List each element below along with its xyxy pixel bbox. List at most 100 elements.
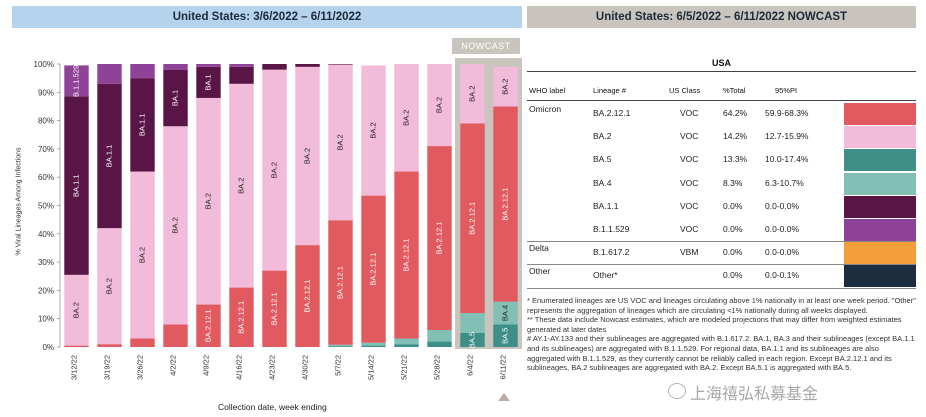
cell-lineage: BA.2.12.1 xyxy=(593,108,631,118)
cell-lineage: BA.2 xyxy=(593,131,612,142)
table-row: Delta B.1.617.2 VBM 0.0% 0.0-0.0% xyxy=(527,241,916,265)
bar-label: BA.2.12.1 xyxy=(203,309,212,342)
bar-label: BA.2.12.1 xyxy=(467,202,476,235)
cell-pct-total: 13.3% xyxy=(723,154,748,165)
x-tick-label: 6/4/22 xyxy=(466,355,475,376)
x-tick-label: 4/30/22 xyxy=(301,355,310,380)
cell-pct-total: 14.2% xyxy=(723,131,748,142)
bar-segment xyxy=(97,83,122,229)
bar-segment xyxy=(130,78,155,172)
y-axis-title: % Viral Lineages Among Infections xyxy=(15,147,23,256)
color-swatch xyxy=(844,242,916,265)
cell-lineage: B.1.617.2 xyxy=(593,247,630,258)
bar-segment xyxy=(493,66,518,107)
th-pct-total: %Total xyxy=(723,86,746,95)
bar-segment xyxy=(394,338,419,345)
bar-segment xyxy=(64,65,89,97)
cell-pct-total: 0.0% xyxy=(723,224,743,234)
bar-segment xyxy=(196,97,221,305)
bar-segment xyxy=(328,64,353,221)
table-rule-header xyxy=(527,100,916,101)
cell-who-label: Other xyxy=(529,266,551,277)
bar-segment xyxy=(196,304,221,347)
bar-label: BA.2 xyxy=(500,79,509,95)
bar-segment xyxy=(460,332,485,347)
bar-label: BA.2 xyxy=(203,193,212,209)
bar-segment xyxy=(394,171,419,339)
cell-95pi: 0.0-0.1% xyxy=(765,270,800,281)
y-tick-label: 80% xyxy=(38,117,54,126)
table-row: B.1.1.529 VOC 0.0% 0.0-0.0% xyxy=(527,218,916,241)
bar-label: BA.2 xyxy=(269,162,278,178)
bar-segment xyxy=(328,220,353,345)
bar-segment xyxy=(361,345,386,347)
x-axis-title: Collection date, week ending xyxy=(218,402,327,412)
table-rule xyxy=(527,287,916,289)
bar-label: BA.2 xyxy=(335,134,344,150)
bar-label: BA.2 xyxy=(170,217,179,233)
cell-lineage: Other* xyxy=(593,270,618,281)
bar-label: BA.2 xyxy=(434,97,443,113)
cell-95pi: 59.9-68.3% xyxy=(765,108,809,118)
x-tick-label: 6/11/22 xyxy=(499,355,508,379)
x-tick-label: 5/7/22 xyxy=(334,355,343,376)
color-swatch xyxy=(844,265,916,288)
footnote: * Enumerated lineages are US VOC and lin… xyxy=(527,296,916,315)
bar-segment xyxy=(361,65,386,196)
color-swatch xyxy=(844,103,916,125)
bar-segment xyxy=(163,64,188,70)
table-rule-top xyxy=(527,71,916,72)
cell-95pi: 0.0-0.0% xyxy=(765,224,800,234)
cell-pct-total: 64.2% xyxy=(723,108,748,118)
bar-label: B.1.1.529 xyxy=(71,65,80,97)
bar-segment xyxy=(493,301,518,325)
color-swatch xyxy=(844,149,916,172)
cell-95pi: 0.0-0.0% xyxy=(765,200,800,211)
watermark: 上海禧弘私募基金 xyxy=(690,384,819,403)
bar-label: BA.2 xyxy=(71,302,80,318)
cell-us-class: VOC xyxy=(680,177,699,188)
bar-label: BA.2 xyxy=(137,247,146,263)
cell-pct-total: 0.0% xyxy=(723,200,743,211)
bar-label: BA.2 xyxy=(401,110,410,126)
cell-us-class: VOC xyxy=(680,131,699,142)
bar-label: BA.2.12.1 xyxy=(269,292,278,325)
cell-who-label: Delta xyxy=(529,243,549,254)
bar-segment xyxy=(427,341,452,347)
x-tick-label: 5/21/22 xyxy=(400,355,409,380)
stacked-bar-chart: 0% 10% 20% 30% 40% 50% 60% 70% 80% 90% 100% BA.2 BA.… xyxy=(34,58,522,380)
bar-segment xyxy=(460,123,485,314)
cell-95pi: 12.7-15.9% xyxy=(765,131,809,142)
bar-label: BA.2.12.1 xyxy=(434,222,443,255)
footnote: ** These data include Nowcast estimates,… xyxy=(527,315,902,334)
bar-label: BA.2.12.1 xyxy=(401,239,410,272)
cell-lineage: B.1.1.529 xyxy=(593,224,630,234)
cell-lineage: BA.5 xyxy=(593,154,612,165)
bar-label: BA.2.12.1 xyxy=(236,301,245,334)
bar-segment xyxy=(97,228,122,345)
y-tick-label: 10% xyxy=(38,315,54,324)
color-swatch xyxy=(844,219,916,241)
bar-segment xyxy=(229,287,254,347)
th-95pi: 95%PI xyxy=(775,86,798,95)
bar-segment xyxy=(97,64,122,84)
cell-us-class: VOC xyxy=(680,200,699,211)
bar-label: BA.2.12.1 xyxy=(500,188,509,221)
bar-label: BA.1 xyxy=(203,74,212,90)
bar-segment xyxy=(163,126,188,325)
footnotes: * Enumerated lineages are US VOC and lin… xyxy=(527,296,917,373)
y-tick-label: 70% xyxy=(38,145,54,154)
table-row: Omicron BA.2.12.1 VOC 64.2% 59.9-68.3% xyxy=(527,102,916,125)
cell-lineage: BA.1.1 xyxy=(593,200,619,211)
bar-segment xyxy=(427,64,452,147)
y-tick-label: 100% xyxy=(34,60,54,69)
bar-segment xyxy=(163,324,188,347)
nowcast-marker-icon xyxy=(498,393,510,401)
bar-segment xyxy=(229,66,254,84)
bar-segment xyxy=(64,96,89,275)
cell-us-class: VOC xyxy=(680,224,699,234)
cell-us-class: VBM xyxy=(680,247,699,258)
bar-segment xyxy=(394,64,419,172)
bar-segment xyxy=(64,345,89,347)
bar-segment xyxy=(295,64,320,67)
